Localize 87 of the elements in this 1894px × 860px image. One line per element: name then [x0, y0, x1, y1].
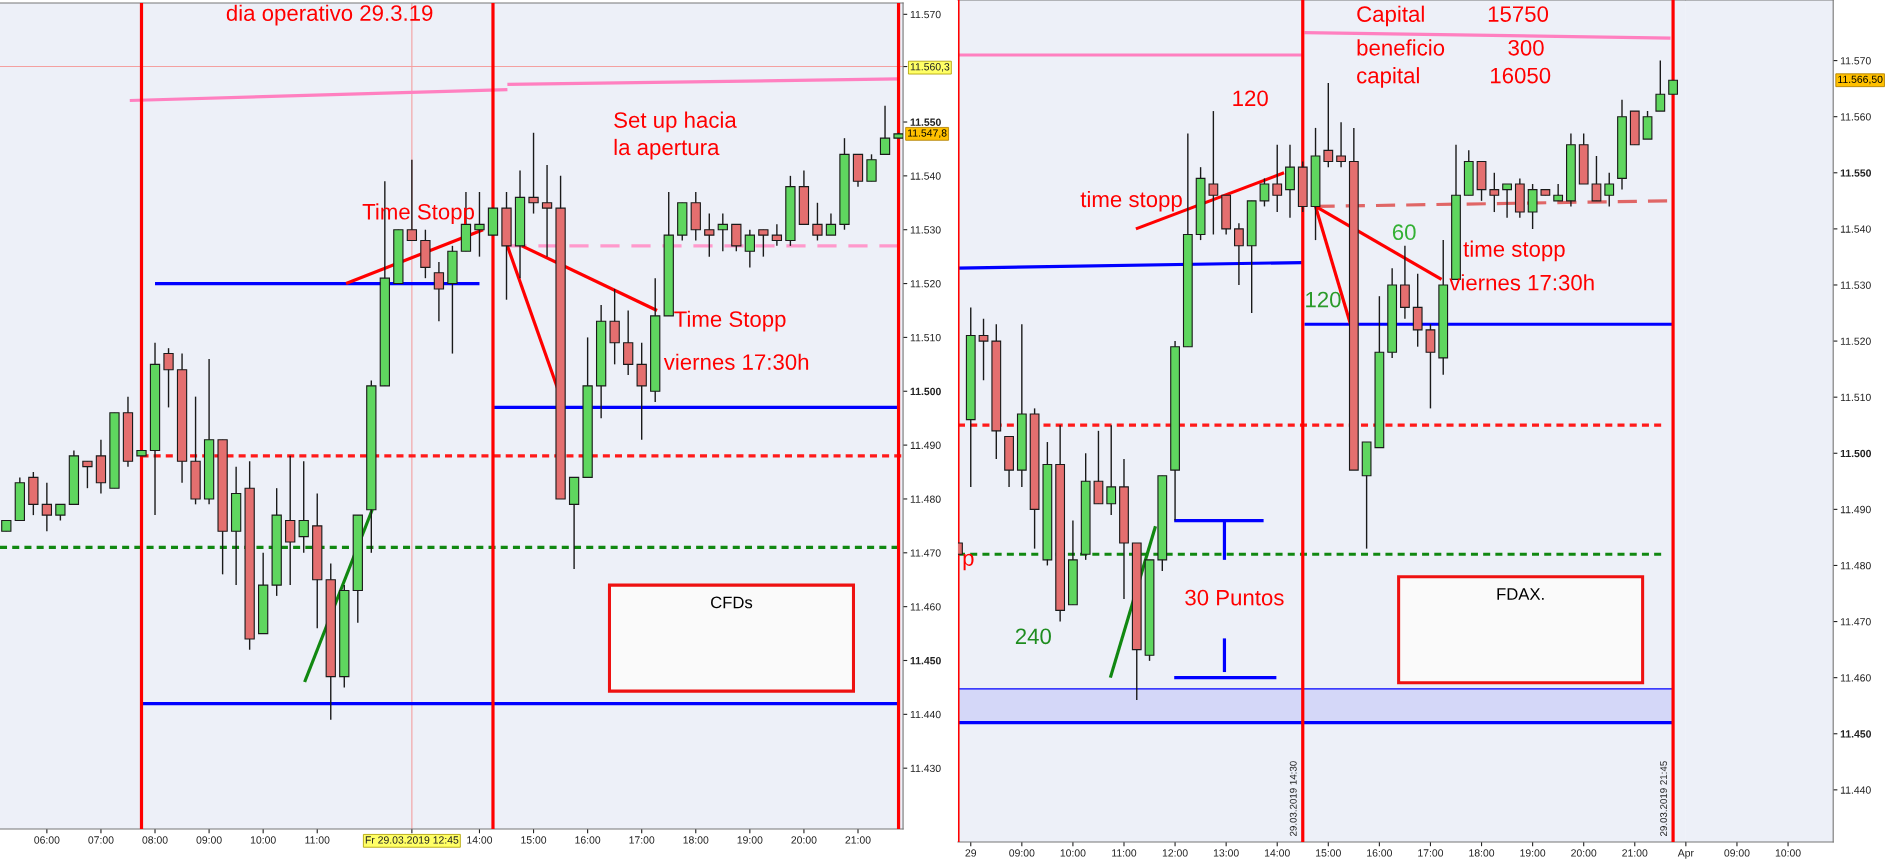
y-tick-label: 11.460: [910, 603, 941, 611]
x-tick-label: 16:00: [575, 836, 601, 844]
x-tick-label: 09:00: [1724, 849, 1750, 857]
x-tick-label: 11:00: [305, 836, 330, 844]
y-tick-label: 11.570: [1840, 57, 1871, 65]
x-tick-label: 10:00: [1775, 849, 1801, 857]
x-tick-label: 20:00: [791, 836, 817, 844]
x-tick-label: 16:00: [1367, 849, 1393, 857]
x-tick-label: 21:00: [1622, 849, 1648, 857]
x-tick-label: 17:00: [1418, 849, 1444, 857]
text: 11.566,50: [1838, 75, 1883, 85]
y-tick-label: 11.470: [1840, 618, 1871, 626]
y-tick-label: 11.450: [1840, 730, 1872, 738]
annotation: viernes 17:30h: [663, 353, 809, 370]
annotation: la apertura: [614, 138, 720, 160]
x-tick-label: 14:00: [467, 836, 493, 844]
x-tick-label: 09:00: [1009, 849, 1035, 857]
x-tick-label: 09:00: [196, 836, 222, 844]
x-tick-label: 18:00: [1469, 849, 1495, 857]
y-tick-label: 11.500: [910, 387, 941, 396]
annotation: Capital: [1357, 5, 1424, 27]
annotation: capital: [1357, 67, 1419, 88]
y-tick-label: 11.560,3: [910, 63, 950, 72]
x-tick-label: 11:00: [1112, 849, 1137, 857]
annotation: time stopp: [1463, 240, 1565, 262]
annotation: 300: [1508, 39, 1544, 56]
x-tick-label: 19:00: [737, 836, 763, 844]
y-tick-label: 11.490: [1840, 505, 1871, 514]
x-tick-label: 14:00: [1264, 849, 1290, 857]
text: 11.547,8: [908, 129, 947, 138]
annotation: viernes 17:30h: [1449, 274, 1594, 291]
x-tick-label: 10:00: [1060, 849, 1086, 857]
ref-line-label: 29.03.2019 21:45: [1660, 761, 1667, 836]
annotation: Set up hacia: [614, 111, 737, 133]
annotation: 60: [1392, 224, 1416, 241]
y-tick-label: 11.530: [1840, 281, 1871, 289]
annotation: p: [963, 553, 974, 571]
y-tick-label: 11.540: [910, 172, 941, 180]
annotation: 30 Puntos: [1185, 589, 1284, 606]
y-tick-label: 11.480: [910, 495, 941, 503]
chart-title: dia operativo 29.3.19: [226, 4, 433, 26]
y-tick-label: 11.440: [1840, 786, 1871, 794]
annotation: 240: [1015, 628, 1051, 645]
x-tick-label: 08:00: [142, 836, 168, 844]
x-tick-label: 06:00: [34, 836, 60, 844]
x-tick-label: 20:00: [1571, 849, 1597, 857]
x-tick-label: 18:00: [683, 836, 709, 844]
x-tick-label: 07:00: [88, 836, 114, 844]
x-tick-label: 29: [965, 849, 977, 857]
annotation: 120: [1306, 291, 1341, 308]
x-tick-label: 10:00: [250, 836, 276, 844]
x-tick-label: Fr 29.03.2019 12:45: [365, 836, 459, 844]
x-tick-label: 15:00: [1316, 849, 1341, 857]
y-tick-label: 11.560: [1840, 113, 1871, 121]
y-tick-label: 11.500: [1840, 449, 1872, 458]
y-tick-label: 11.510: [1840, 393, 1871, 402]
y-tick-label: 11.490: [910, 441, 941, 449]
y-tick-label: 11.430: [910, 764, 941, 773]
x-tick-label: Apr: [1677, 849, 1694, 859]
y-tick-label: 11.550: [910, 118, 941, 126]
y-tick-label: 11.520: [910, 280, 941, 288]
x-tick-label: 19:00: [1520, 849, 1546, 857]
annotation: 16050: [1491, 67, 1551, 84]
y-tick-label: 11.470: [910, 549, 941, 557]
y-tick-label: 11.460: [1840, 674, 1871, 682]
ref-line-label: 29.03.2019 14:30: [1289, 761, 1297, 836]
annotation: CFDs: [711, 596, 753, 609]
x-tick-label: 21:00: [845, 836, 871, 844]
y-tick-label: 11.450: [910, 657, 941, 665]
annotation: time stopp: [1080, 190, 1182, 212]
x-tick-label: 12:00: [1162, 849, 1188, 857]
y-tick-label: 11.510: [910, 333, 941, 342]
annotation: Time Stopp: [674, 310, 786, 332]
y-tick-label: 11.570: [910, 10, 941, 19]
y-tick-label: 11.520: [1840, 337, 1871, 345]
x-tick-label: 17:00: [629, 836, 655, 844]
y-tick-label: 11.480: [1840, 561, 1871, 570]
x-tick-label: 15:00: [521, 836, 547, 844]
y-tick-label: 11.440: [910, 710, 941, 719]
annotation: beneficio: [1357, 39, 1445, 56]
y-tick-label: 11.540: [1840, 225, 1871, 233]
annotation: 120: [1233, 90, 1268, 107]
y-tick-label: 11.530: [910, 226, 941, 234]
x-tick-label: 13:00: [1213, 849, 1239, 857]
y-tick-label: 11.550: [1840, 169, 1872, 177]
annotation: 15750: [1488, 6, 1549, 22]
annotation: FDAX.: [1497, 588, 1544, 600]
